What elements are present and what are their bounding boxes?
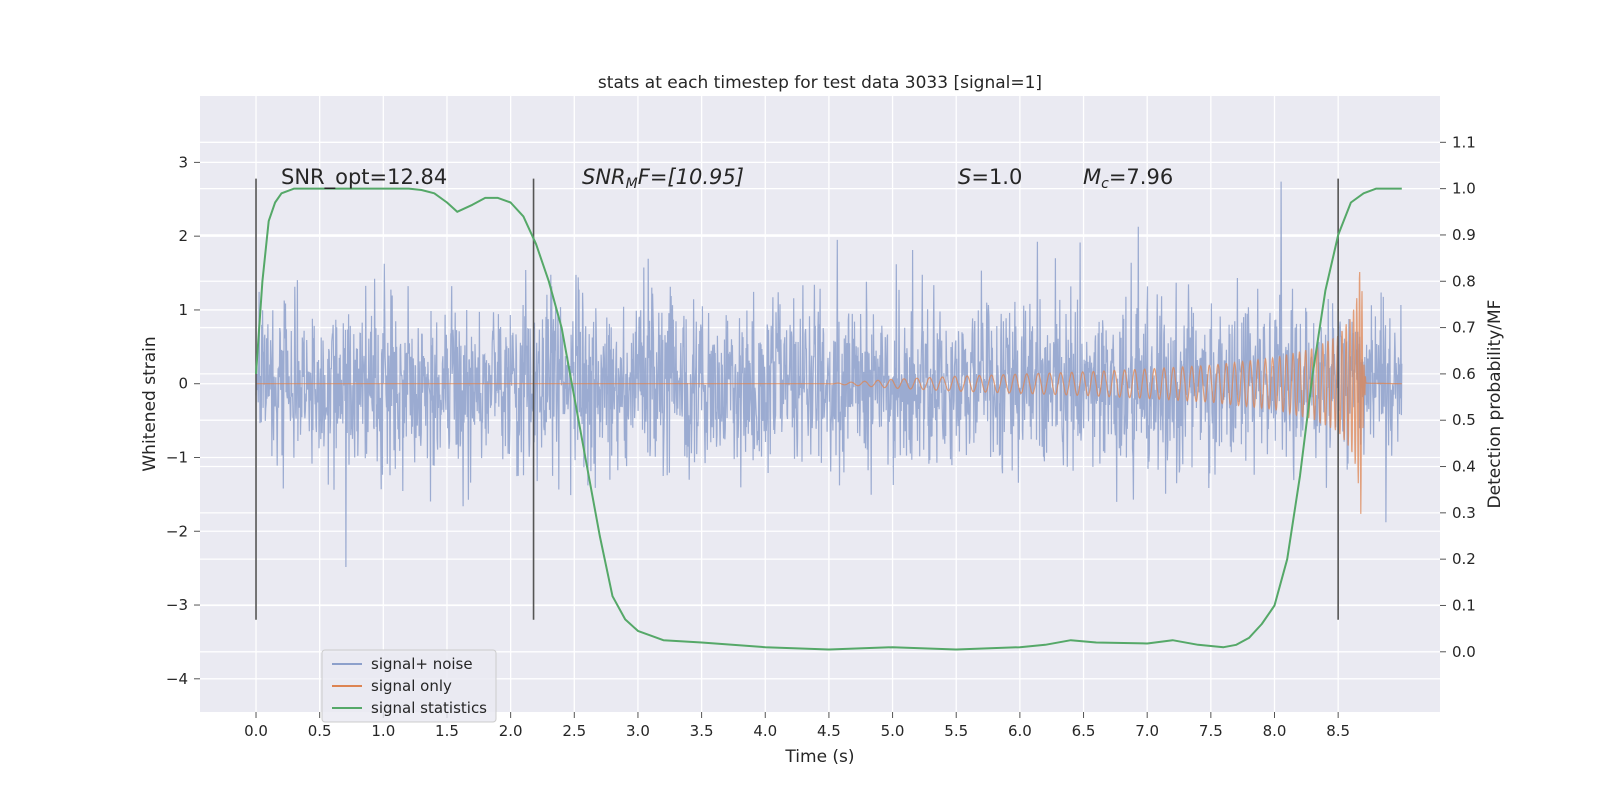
y-left-tick-label: −1 xyxy=(166,448,188,466)
chart-title: stats at each timestep for test data 303… xyxy=(598,73,1042,93)
annotation-snr-opt: SNR_opt=12.84 xyxy=(281,165,447,190)
y-axis-right-ticks: 0.0 0.1 0.2 0.3 0.4 0.5 0.6 0.7 0.8 0.9 1.0 1.1 xyxy=(1440,133,1476,661)
series-signal-statistics xyxy=(255,187,1402,651)
vertical-markers xyxy=(255,178,1339,620)
y-right-tick-label: 1.0 xyxy=(1452,180,1476,198)
x-tick-label: 6.5 xyxy=(1072,722,1096,740)
series-signal-noise xyxy=(255,181,1403,568)
annotation-s-var: S xyxy=(958,165,971,189)
y-left-tick-label: 1 xyxy=(178,301,188,319)
x-tick-label: 1.5 xyxy=(435,722,459,740)
x-tick-label: 7.5 xyxy=(1199,722,1223,740)
legend-label-signal-noise: signal+ noise xyxy=(371,655,473,673)
y-left-tick-label: −3 xyxy=(166,596,188,614)
x-tick-label: 1.0 xyxy=(371,722,395,740)
y-axis-right-label: Detection probability/MF xyxy=(1485,300,1505,509)
y-right-tick-label: 0.0 xyxy=(1452,643,1476,661)
annotation-mc-sub: c xyxy=(1101,176,1109,192)
series-signal-only xyxy=(256,271,1402,514)
annotations: SNR_opt=12.84 SNRMF=[10.95] S=1.0 Mc=7.9… xyxy=(281,165,1173,192)
y-right-tick-label: 0.1 xyxy=(1452,596,1476,614)
x-tick-label: 8.0 xyxy=(1263,722,1287,740)
annotation-snr-mf: SNRMF=[10.95] xyxy=(582,165,744,192)
y-right-tick-label: 0.2 xyxy=(1452,550,1476,568)
legend-label-signal-only: signal only xyxy=(371,677,452,695)
x-tick-label: 8.5 xyxy=(1326,722,1350,740)
legend: signal+ noise signal only signal statist… xyxy=(321,649,497,723)
x-tick-label: 4.0 xyxy=(753,722,777,740)
y-right-tick-label: 0.4 xyxy=(1452,458,1476,476)
annotation-snr-mf-sub: M xyxy=(626,176,638,192)
x-tick-label: 2.5 xyxy=(562,722,586,740)
x-tick-label: 6.0 xyxy=(1008,722,1032,740)
x-axis-label: Time (s) xyxy=(784,747,854,767)
y-right-tick-label: 0.9 xyxy=(1452,226,1476,244)
annotation-mc: Mc=7.96 xyxy=(1083,165,1173,192)
x-tick-label: 3.5 xyxy=(690,722,714,740)
annotation-mc-rest: =7.96 xyxy=(1109,165,1173,189)
x-axis-ticks: 0.0 0.5 1.0 1.5 2.0 2.5 3.0 3.5 4.0 4.5 5.0 5.5 6.0 6… xyxy=(244,712,1350,740)
annotation-s-rest: =1.0 xyxy=(971,165,1022,189)
x-tick-label: 2.0 xyxy=(499,722,523,740)
y-right-tick-label: 1.1 xyxy=(1452,133,1476,151)
y-left-tick-label: −2 xyxy=(166,522,188,540)
x-tick-label: 7.0 xyxy=(1135,722,1159,740)
y-left-tick-label: 3 xyxy=(178,153,188,171)
annotation-mc-var: M xyxy=(1083,165,1101,189)
annotation-s: S=1.0 xyxy=(958,165,1022,189)
y-right-tick-label: 0.5 xyxy=(1452,411,1476,429)
x-tick-label: 0.0 xyxy=(244,722,268,740)
legend-label-signal-statistics: signal statistics xyxy=(371,699,487,717)
y-right-tick-label: 0.8 xyxy=(1452,272,1476,290)
y-left-tick-label: 0 xyxy=(178,375,188,393)
y-right-tick-label: 0.7 xyxy=(1452,319,1476,337)
signal-noise-line xyxy=(255,181,1403,568)
y-left-tick-label: −4 xyxy=(166,670,188,688)
y-right-tick-label: 0.6 xyxy=(1452,365,1476,383)
annotation-snr-mf-base: SNR xyxy=(582,165,626,189)
x-tick-label: 3.0 xyxy=(626,722,650,740)
signal-statistics-line xyxy=(255,187,1402,651)
x-tick-label: 0.5 xyxy=(308,722,332,740)
y-right-tick-label: 0.3 xyxy=(1452,504,1476,522)
signal-only-line xyxy=(256,271,1402,514)
x-tick-label: 4.5 xyxy=(817,722,841,740)
y-axis-left-label: Whitened strain xyxy=(140,336,160,471)
y-axis-left-ticks: 3 2 1 0 −1 −2 −3 −4 xyxy=(166,153,200,688)
x-tick-label: 5.0 xyxy=(881,722,905,740)
legend-box xyxy=(321,649,497,723)
x-tick-label: 5.5 xyxy=(944,722,968,740)
annotation-snr-mf-rest: F=[10.95] xyxy=(638,165,744,189)
y-left-tick-label: 2 xyxy=(178,227,188,245)
